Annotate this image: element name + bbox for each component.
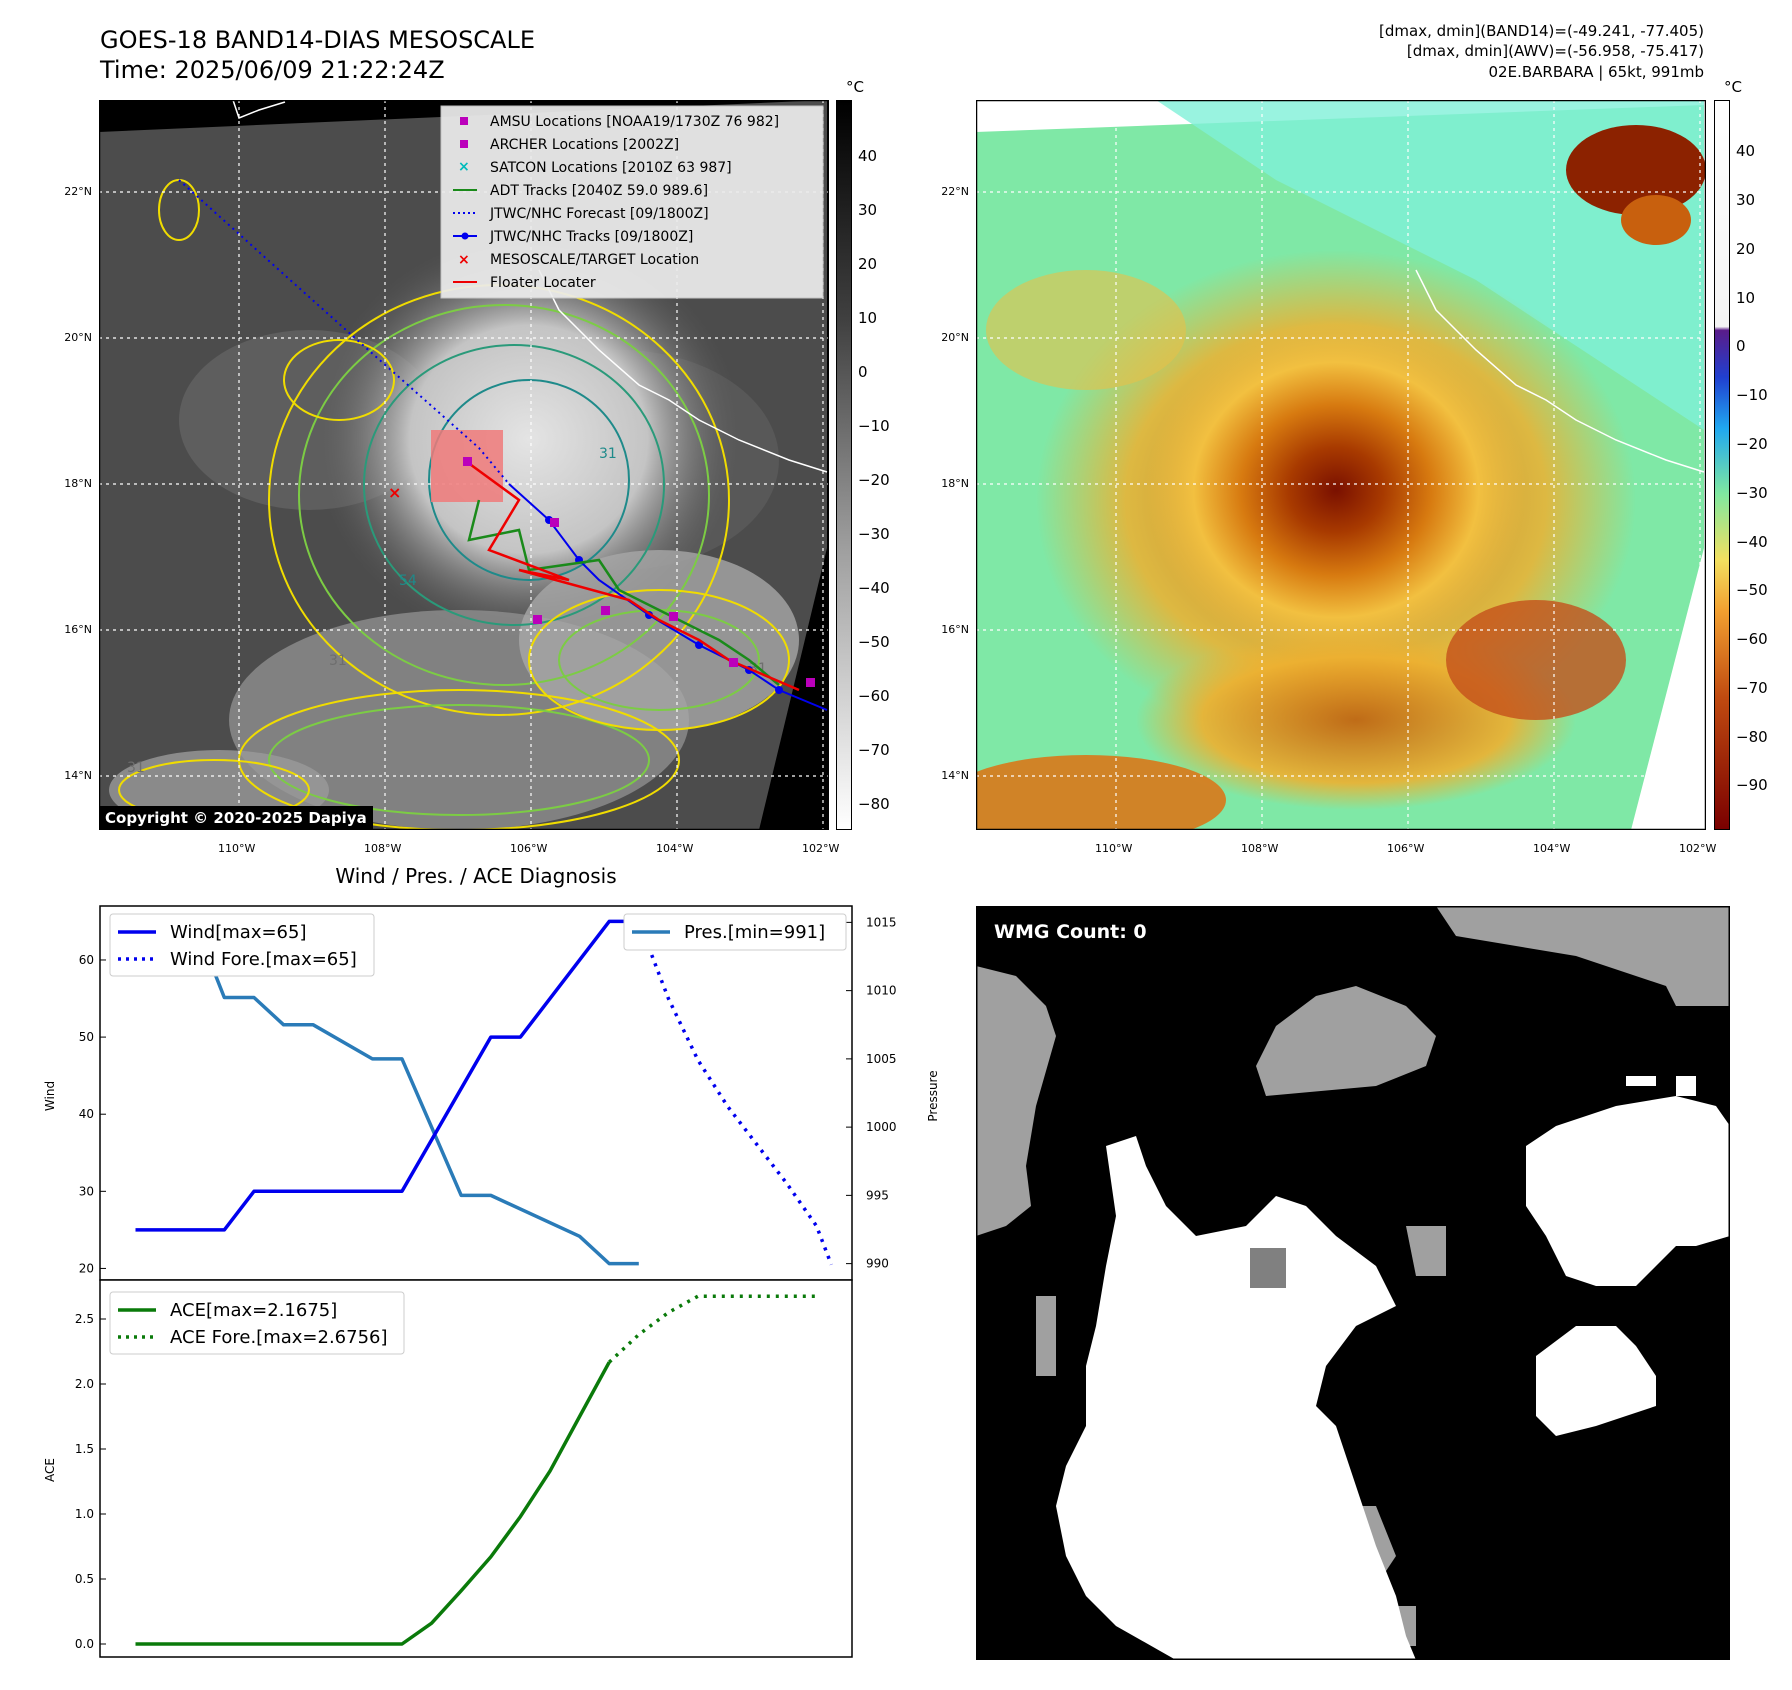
coastline	[1415, 269, 1705, 473]
contour-label: 54	[399, 573, 417, 589]
dmax-band14-text: [dmax, dmin](BAND14)=(-49.241, -77.405)	[1379, 22, 1704, 40]
lat-tick: 20°N	[941, 331, 969, 344]
legend-icons: × ×	[453, 117, 477, 283]
ace-fore-legend-label: ACE Fore.[max=2.6756]	[170, 1327, 388, 1348]
lat-tick: 18°N	[941, 477, 969, 490]
lon-tick: 104°W	[656, 842, 694, 855]
ace-legend-label: ACE[max=2.1675]	[170, 1300, 337, 1321]
lon-tick: 102°W	[802, 842, 840, 855]
lat-tick: 22°N	[941, 185, 969, 198]
amsu-archer-points	[463, 457, 815, 687]
pressure-tick: 990	[866, 1257, 889, 1271]
ace-forecast-line	[608, 1294, 817, 1364]
wind-pres-ace-chart: 60 50 40 30 20 1015 1010 1005 1000 995 990 2.5 2.0 1…	[43, 905, 940, 1658]
cyan-x-icon: ×	[458, 159, 470, 175]
wmg-dark-gray-spot	[1250, 1248, 1286, 1288]
pressure-line	[135, 920, 639, 1266]
ir-map-panel: 31 54 31 31 31 × × ×	[99, 100, 829, 830]
contour-label: 31	[127, 760, 145, 776]
lon-tick: 108°W	[364, 842, 402, 855]
wmg-white-regions	[1056, 1076, 1730, 1660]
ace-tick: 0.5	[75, 1572, 94, 1586]
copyright-label: Copyright © 2020-2025 Dapiya	[99, 806, 373, 830]
lat-tick: 18°N	[64, 477, 92, 490]
awv-map-panel	[976, 100, 1706, 830]
pressure-tick: 1005	[866, 1052, 897, 1066]
legend-label: Floater Locater	[490, 275, 596, 291]
storm-core	[1146, 320, 1526, 660]
map-legend	[440, 105, 824, 299]
ace-tick: 1.5	[75, 1442, 94, 1456]
lon-tick: 110°W	[1095, 842, 1133, 855]
pressure-tick: 1015	[866, 915, 897, 929]
lon-tick: 106°W	[1387, 842, 1425, 855]
pressure-tick: 1000	[866, 1120, 897, 1134]
awv-colorbar	[1714, 100, 1730, 830]
pressure-tick: 995	[866, 1188, 889, 1202]
magenta-square-icon	[460, 140, 468, 148]
lat-tick: 16°N	[64, 623, 92, 636]
floater-track	[466, 460, 800, 692]
lat-tick: 22°N	[64, 185, 92, 198]
wind-legend-label: Wind[max=65]	[170, 922, 307, 943]
ace-tick: 2.0	[75, 1377, 94, 1391]
legend-label: JTWC/NHC Tracks [09/1800Z]	[489, 229, 693, 245]
figure-time: Time: 2025/06/09 21:22:24Z	[100, 56, 445, 84]
storm-info-text: 02E.BARBARA | 65kt, 991mb	[1488, 63, 1704, 81]
lon-tick: 102°W	[1679, 842, 1717, 855]
wind-tick: 20	[79, 1261, 94, 1275]
legend-label: SATCON Locations [2010Z 63 987]	[490, 160, 732, 176]
cloud-mass	[279, 200, 759, 660]
ace-legend	[109, 1291, 405, 1355]
awv-colorbar-ticks: 40 30 20 10 0 −10 −20 −30 −40 −50 −60 −7…	[1736, 142, 1768, 794]
wmg-count-label: WMG Count: 0	[994, 921, 1147, 943]
contour-label: 31	[329, 653, 347, 669]
lon-tick: 108°W	[1241, 842, 1279, 855]
ace-tick: 2.5	[75, 1312, 94, 1326]
lat-tick: 14°N	[64, 769, 92, 782]
pressure-tick: 1010	[866, 984, 897, 998]
wind-fore-legend-label: Wind Fore.[max=65]	[170, 949, 357, 970]
pressure-legend-label: Pres.[min=991]	[684, 922, 825, 943]
ir-colorbar	[836, 100, 852, 830]
lat-tick: 20°N	[64, 331, 92, 344]
wind-tick: 40	[79, 1107, 94, 1121]
legend-label: JTWC/NHC Forecast [09/1800Z]	[489, 206, 709, 222]
legend-label: MESOSCALE/TARGET Location	[490, 252, 699, 268]
red-x-icon: ×	[458, 252, 470, 268]
colorbar-unit: °C	[846, 78, 864, 96]
lon-tick: 110°W	[218, 842, 256, 855]
ir-colorbar-ticks: 40 30 20 10 0 −10 −20 −30 −40 −50 −60 −7…	[858, 147, 890, 813]
ace-axis-label: ACE	[43, 1458, 57, 1482]
figure-title: GOES-18 BAND14-DIAS MESOSCALE	[100, 26, 536, 54]
adt-track	[467, 499, 780, 686]
colorbar-unit: °C	[1724, 78, 1742, 96]
legend-label: ARCHER Locations [2002Z]	[490, 137, 679, 153]
map-gridlines	[976, 100, 1706, 830]
pressure-legend	[623, 913, 847, 951]
diagnosis-title: Wind / Pres. / ACE Diagnosis	[335, 864, 617, 888]
wmg-panel: WMG Count: 0	[976, 906, 1730, 1660]
contour-label: 31	[599, 446, 617, 462]
lat-tick: 16°N	[941, 623, 969, 636]
wind-tick: 30	[79, 1184, 94, 1198]
coastline	[232, 100, 828, 473]
lon-tick: 104°W	[1533, 842, 1571, 855]
dmax-awv-text: [dmax, dmin](AWV)=(-56.958, -75.417)	[1406, 42, 1704, 60]
magenta-square-icon	[460, 117, 468, 125]
pressure-axis-label: Pressure	[926, 1070, 940, 1121]
lat-tick: 14°N	[941, 769, 969, 782]
wind-legend	[109, 913, 375, 977]
wind-axis-label: Wind	[43, 1081, 57, 1111]
legend-label: ADT Tracks [2040Z 59.0 989.6]	[490, 183, 708, 199]
ace-tick: 1.0	[75, 1507, 94, 1521]
ace-tick: 0.0	[75, 1637, 94, 1651]
legend-label: AMSU Locations [NOAA19/1730Z 76 982]	[490, 114, 779, 130]
ace-line	[135, 1361, 611, 1646]
wind-line	[135, 919, 639, 1232]
target-location-marker: ×	[388, 483, 401, 502]
wind-tick: 60	[79, 953, 94, 967]
lon-tick: 106°W	[510, 842, 548, 855]
wind-tick: 50	[79, 1030, 94, 1044]
